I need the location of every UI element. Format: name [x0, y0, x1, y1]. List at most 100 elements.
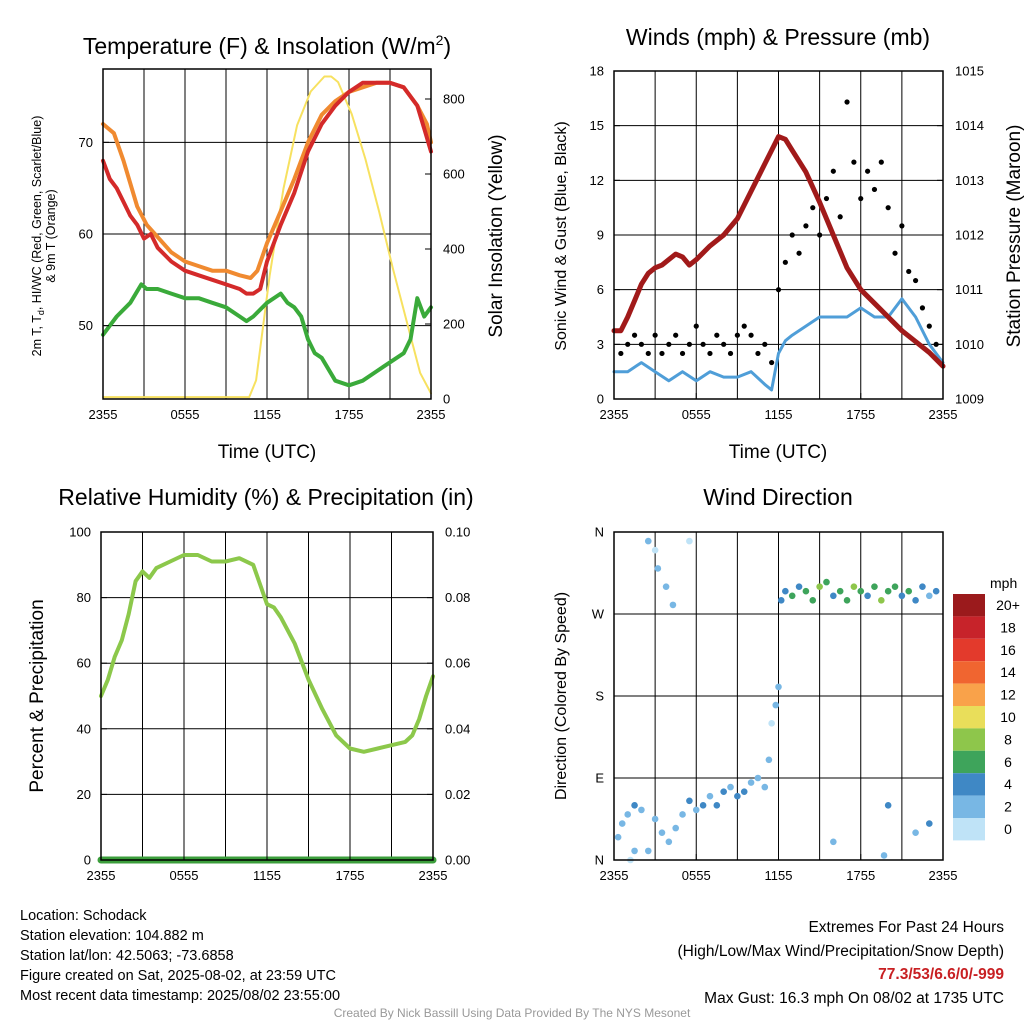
winds-plot: 2355 0555 1155 1755 235503691215181009101010…	[590, 64, 984, 423]
x-tick-label: 1755	[846, 407, 875, 422]
speed-legend-label: 18	[1000, 619, 1016, 635]
speed-legend-swatch	[953, 728, 985, 751]
y2-tick-label: 1014	[955, 118, 984, 133]
y-tick-label: 60	[77, 656, 91, 671]
gust-point	[700, 341, 706, 347]
gust-point	[858, 195, 864, 202]
y-tick-label: 0	[84, 853, 91, 868]
direction-point	[768, 720, 775, 727]
humidity-plot: 2355 0555 1155 1755 23550204060801000.000.02…	[69, 525, 470, 884]
direction-point	[788, 592, 796, 600]
gust-point	[885, 205, 891, 211]
y2-tick-label: 200	[443, 317, 465, 332]
y-tick-label: 40	[77, 721, 91, 736]
direction-point	[699, 802, 707, 809]
created-text: Figure created on Sat, 2025-08-02, at 23…	[20, 968, 336, 984]
gust-point	[912, 277, 919, 284]
direction-point	[720, 788, 727, 795]
direction-point	[651, 815, 659, 823]
y2-tick-label: 1011	[955, 282, 983, 297]
direction-point	[809, 597, 817, 604]
direction-point	[925, 592, 933, 600]
y-tick-label: 18	[590, 64, 604, 79]
gust-point	[721, 341, 727, 347]
x-tick-label: 0555	[170, 868, 199, 883]
speed-legend-label: 0	[1004, 821, 1012, 837]
y2-tick-label: 1010	[955, 337, 984, 352]
speed-legend: 20+ 18 16 14 12 10 8 6 4 2 0	[953, 594, 1020, 841]
pressure-line	[611, 134, 946, 369]
x-tick-label: 2355	[87, 868, 116, 883]
direction-point	[644, 847, 652, 855]
direction-point	[772, 701, 780, 709]
gust-point	[789, 232, 795, 238]
dewpoint-line	[101, 282, 433, 388]
latlon-text: Station lat/lon: 42.5063; -73.6858	[20, 948, 234, 964]
gust-point	[714, 332, 720, 338]
speed-legend-label: 20+	[996, 597, 1020, 613]
gust-point	[906, 268, 912, 275]
y-tick-label: N	[595, 853, 604, 868]
speed-legend-label: 8	[1004, 731, 1012, 747]
credit-text: Created By Nick Bassill Using Data Provi…	[333, 1006, 691, 1020]
direction-point	[802, 587, 810, 595]
x-tick-label: 1755	[335, 407, 364, 422]
direction-panel-title: Wind Direction	[703, 484, 853, 510]
y-tick-label: 80	[77, 590, 91, 605]
insolation-y-axis-label: Solar Insolation (Yellow)	[486, 134, 507, 337]
gust-point	[823, 195, 830, 202]
speed-legend-label: 2	[1004, 799, 1012, 815]
extremes-info: Extremes For Past 24 Hours (High/Low/Max…	[678, 916, 1005, 1010]
direction-point	[654, 565, 662, 572]
gust-point	[755, 350, 761, 357]
y-tick-label: E	[595, 771, 604, 786]
extremes-title: Extremes For Past 24 Hours	[808, 919, 1004, 936]
direction-point	[672, 824, 679, 832]
y2-tick-label: 0.08	[445, 590, 470, 605]
speed-legend-label: 4	[1004, 776, 1012, 792]
direction-point	[631, 847, 638, 855]
speed-legend-swatch	[953, 594, 985, 617]
direction-point	[665, 838, 673, 846]
speed-legend-swatch	[953, 661, 985, 684]
gust-point	[727, 350, 734, 357]
direction-point	[864, 592, 871, 600]
speed-legend-title: mph	[990, 575, 1017, 591]
speed-legend-swatch	[953, 773, 985, 796]
elevation-text: Station elevation: 104.882 m	[20, 928, 204, 944]
speed-legend-swatch	[953, 795, 985, 818]
gust-point	[693, 323, 699, 329]
gust-point	[926, 323, 932, 329]
direction-point	[777, 597, 785, 604]
direction-point	[823, 578, 830, 586]
gust-point	[878, 159, 884, 165]
temperature-y-axis-label: 2m T, Td, HI/WC (Red, Green, Scarlet/Blu…	[30, 116, 46, 357]
y2-tick-label: 0.04	[445, 721, 470, 736]
extremes-values: 77.3/53/6.6/0/-999	[878, 966, 1004, 983]
gust-point	[871, 186, 878, 193]
temperature-y-axis-label-line2: & 9m T (Orange)	[44, 189, 58, 282]
direction-point	[624, 811, 632, 818]
direction-point	[618, 820, 626, 827]
y2-tick-label: 0	[443, 392, 450, 407]
gust-point	[638, 341, 645, 347]
direction-point	[740, 788, 748, 795]
direction-point	[692, 806, 700, 814]
y2-tick-label: 1015	[955, 64, 984, 79]
direction-point	[782, 587, 789, 595]
sonic-wind-line	[612, 297, 945, 392]
x-tick-label: 2355	[929, 868, 958, 883]
y-tick-label: 12	[590, 173, 604, 188]
y-tick-label: S	[595, 689, 604, 704]
y2-tick-label: 400	[443, 242, 465, 257]
x-tick-label: 1155	[253, 868, 281, 883]
y-tick-label: 70	[79, 135, 93, 150]
extremes-fields: (High/Low/Max Wind/Precipitation/Snow De…	[677, 942, 1005, 960]
gust-point	[837, 214, 843, 220]
temperature-panel-title: Temperature (F) & Insolation (W/m2)	[83, 32, 451, 59]
gust-point	[844, 99, 850, 105]
direction-point	[658, 829, 666, 836]
x-tick-label: 1755	[336, 868, 365, 883]
direction-point	[830, 592, 837, 600]
